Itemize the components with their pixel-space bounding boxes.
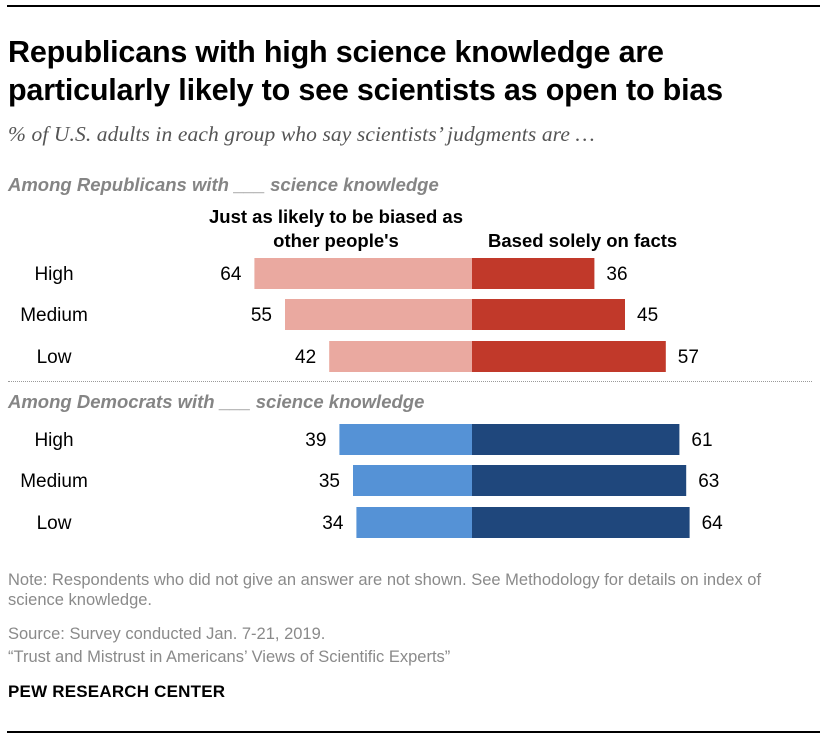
bottom-rule	[7, 731, 820, 733]
value-label-dem-high-facts: 61	[691, 430, 712, 451]
category-label-rep-high: High	[34, 264, 73, 285]
note-text: Note: Respondents who did not give an an…	[8, 571, 762, 609]
bar-rep-low-facts	[472, 341, 666, 372]
category-label-rep-medium: Medium	[20, 305, 88, 326]
bar-dem-low-facts	[472, 507, 690, 538]
top-rule	[7, 5, 820, 7]
chart-subtitle: % of U.S. adults in each group who say s…	[8, 122, 595, 146]
value-label-dem-high-biased: 39	[305, 430, 326, 451]
category-label-dem-high: High	[34, 430, 73, 451]
pew-logo-text: PEW RESEARCH CENTER	[8, 682, 226, 701]
category-label-dem-medium: Medium	[20, 471, 88, 492]
bar-rep-low-biased	[329, 341, 472, 372]
bar-rep-medium-biased	[285, 299, 472, 330]
value-label-rep-high-facts: 36	[606, 264, 627, 285]
bar-dem-medium-facts	[472, 465, 687, 496]
chart-title: Republicans with high science knowledge …	[8, 35, 723, 107]
value-label-rep-medium-biased: 55	[251, 305, 272, 326]
bar-rep-high-facts	[472, 258, 595, 289]
bar-dem-medium-biased	[353, 465, 472, 496]
section-divider	[8, 381, 812, 382]
section-label-democrats: Among Democrats with ___ science knowled…	[8, 391, 425, 412]
category-label-rep-low: Low	[37, 347, 72, 368]
value-label-dem-medium-biased: 35	[319, 471, 340, 492]
source-text: Source: Survey conducted Jan. 7-21, 2019…	[8, 625, 326, 643]
bar-dem-high-biased	[339, 424, 472, 455]
bar-dem-high-facts	[472, 424, 680, 455]
category-label-dem-low: Low	[37, 513, 72, 534]
value-label-dem-low-facts: 64	[702, 513, 724, 534]
section-label-republicans: Among Republicans with ___ science knowl…	[8, 174, 439, 195]
report-title: “Trust and Mistrust in Americans’ Views …	[8, 648, 451, 666]
bar-rep-medium-facts	[472, 299, 625, 330]
bar-dem-low-biased	[356, 507, 472, 538]
value-label-rep-medium-facts: 45	[637, 305, 658, 326]
value-label-rep-low-facts: 57	[678, 347, 699, 368]
value-label-dem-low-biased: 34	[322, 513, 344, 534]
value-label-rep-low-biased: 42	[295, 347, 316, 368]
value-label-rep-high-biased: 64	[220, 264, 242, 285]
bar-rep-high-biased	[254, 258, 472, 289]
legend-facts: Based solely on facts	[488, 230, 678, 251]
value-label-dem-medium-facts: 63	[698, 471, 719, 492]
legend-biased: Just as likely to be biased as other peo…	[209, 206, 463, 251]
